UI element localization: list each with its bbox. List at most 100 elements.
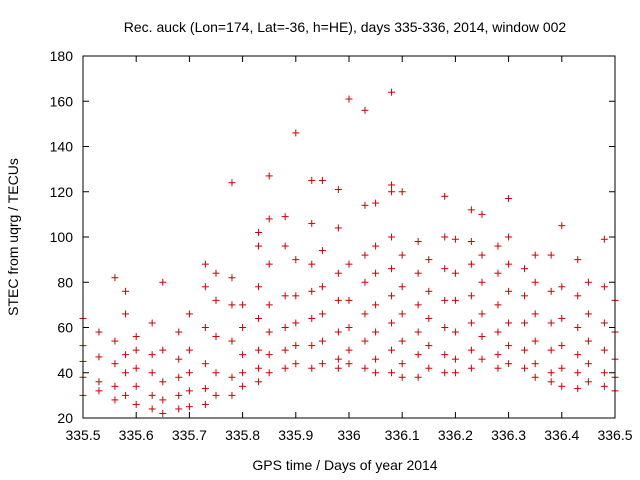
data-point bbox=[201, 260, 209, 268]
data-point bbox=[451, 328, 459, 336]
data-point bbox=[318, 283, 326, 291]
data-point bbox=[361, 337, 369, 345]
data-point bbox=[584, 310, 592, 318]
data-point bbox=[265, 301, 273, 309]
data-point bbox=[292, 129, 300, 137]
data-point bbox=[228, 337, 236, 345]
data-point bbox=[574, 324, 582, 331]
data-point bbox=[212, 333, 220, 341]
data-point bbox=[212, 369, 220, 377]
data-point bbox=[201, 400, 209, 408]
data-point bbox=[334, 355, 342, 363]
x-tick-label: 335.8 bbox=[225, 427, 260, 443]
data-point bbox=[318, 360, 326, 368]
data-point bbox=[414, 238, 422, 246]
data-point bbox=[281, 324, 289, 331]
data-point bbox=[255, 364, 263, 372]
data-point bbox=[478, 278, 486, 286]
data-point bbox=[334, 185, 342, 193]
data-point bbox=[547, 287, 555, 295]
data-point bbox=[95, 328, 103, 336]
data-point bbox=[228, 373, 236, 381]
data-point bbox=[228, 391, 236, 399]
data-point bbox=[398, 283, 406, 291]
data-point bbox=[531, 360, 539, 368]
data-point bbox=[398, 360, 406, 368]
data-point bbox=[239, 324, 247, 331]
data-point bbox=[255, 314, 263, 322]
data-point bbox=[175, 373, 183, 381]
data-point bbox=[478, 333, 486, 341]
data-point bbox=[425, 342, 433, 350]
data-point bbox=[505, 360, 513, 368]
data-point bbox=[414, 301, 422, 309]
data-point bbox=[467, 346, 475, 354]
x-tick-label: 335.7 bbox=[172, 427, 207, 443]
data-point bbox=[547, 346, 555, 354]
data-point bbox=[398, 337, 406, 345]
data-point bbox=[521, 265, 529, 273]
data-point bbox=[265, 369, 273, 377]
data-point bbox=[175, 405, 183, 413]
data-point bbox=[600, 283, 608, 291]
data-point bbox=[547, 251, 555, 259]
data-point bbox=[308, 176, 316, 184]
data-point bbox=[265, 351, 273, 359]
chart-title: Rec. auck (Lon=174, Lat=-36, h=HE), days… bbox=[124, 19, 567, 35]
data-point bbox=[185, 403, 193, 411]
data-point bbox=[361, 278, 369, 286]
data-point bbox=[574, 351, 582, 359]
data-point bbox=[574, 292, 582, 300]
data-point bbox=[372, 242, 380, 250]
data-point bbox=[111, 337, 119, 345]
data-point bbox=[334, 328, 342, 336]
data-point bbox=[255, 283, 263, 291]
data-point bbox=[505, 342, 513, 350]
data-point bbox=[372, 328, 380, 336]
data-point bbox=[228, 301, 236, 309]
data-point bbox=[281, 213, 289, 221]
data-point bbox=[494, 328, 502, 336]
data-point bbox=[308, 219, 316, 227]
y-tick-label: 40 bbox=[57, 365, 73, 381]
data-point bbox=[345, 296, 353, 304]
data-point bbox=[239, 369, 247, 377]
data-point bbox=[111, 396, 119, 404]
data-point bbox=[281, 346, 289, 354]
data-point bbox=[265, 215, 273, 223]
y-tick-label: 20 bbox=[57, 410, 73, 426]
data-point bbox=[372, 199, 380, 207]
data-point bbox=[558, 283, 566, 291]
y-tick-label: 140 bbox=[50, 139, 74, 155]
data-point bbox=[441, 265, 449, 273]
data-point bbox=[600, 382, 608, 390]
data-point bbox=[451, 269, 459, 277]
data-point bbox=[201, 385, 209, 393]
data-point bbox=[159, 396, 167, 404]
data-point bbox=[318, 310, 326, 318]
data-point bbox=[255, 228, 263, 236]
data-point bbox=[494, 301, 502, 309]
data-point bbox=[388, 369, 396, 377]
data-point bbox=[505, 260, 513, 268]
data-point bbox=[414, 269, 422, 277]
data-point bbox=[345, 360, 353, 368]
data-point bbox=[388, 319, 396, 327]
data-point bbox=[398, 373, 406, 381]
data-point bbox=[132, 346, 140, 354]
data-point bbox=[361, 201, 369, 209]
data-point bbox=[281, 292, 289, 300]
data-point bbox=[265, 172, 273, 180]
data-point bbox=[398, 310, 406, 318]
data-point bbox=[212, 296, 220, 304]
x-tick-label: 336.4 bbox=[544, 427, 579, 443]
data-point bbox=[478, 355, 486, 363]
data-point bbox=[531, 337, 539, 345]
data-point bbox=[372, 269, 380, 277]
data-point bbox=[239, 382, 247, 390]
data-point bbox=[308, 364, 316, 372]
x-tick-label: 335.9 bbox=[278, 427, 313, 443]
data-point bbox=[505, 319, 513, 327]
data-point bbox=[467, 364, 475, 372]
